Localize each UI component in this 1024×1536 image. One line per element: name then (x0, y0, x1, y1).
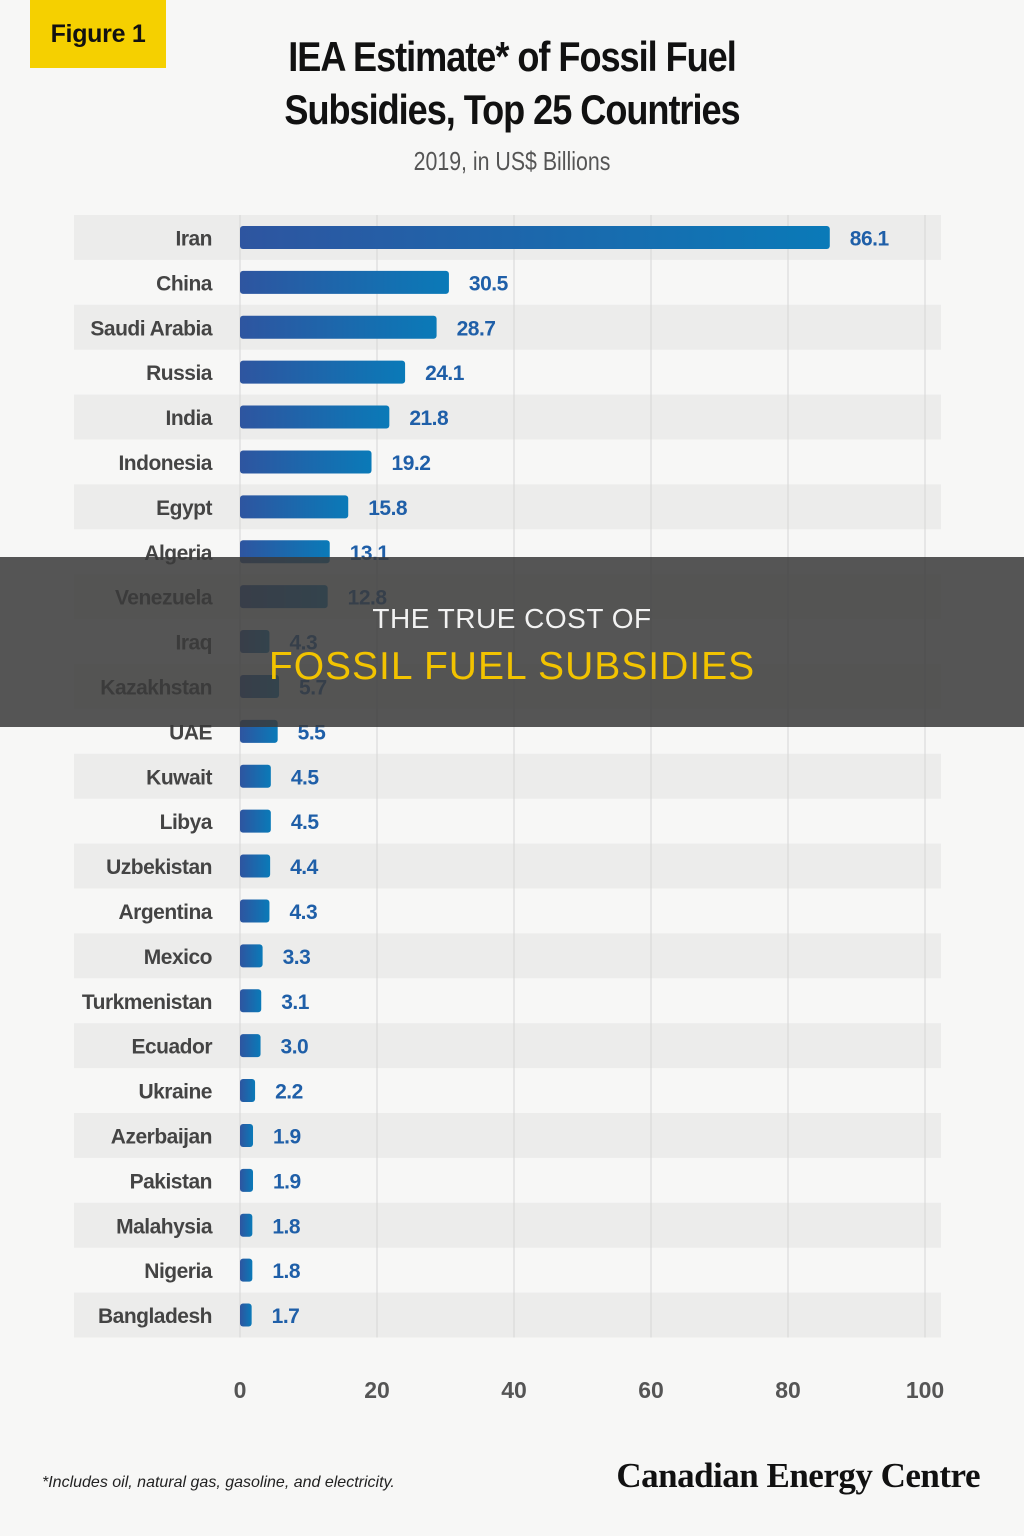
row-stripe (74, 394, 941, 440)
footnote: *Includes oil, natural gas, gasoline, an… (42, 1474, 395, 1491)
value-label: 3.0 (281, 1036, 309, 1059)
value-label: 28.7 (457, 317, 496, 340)
bar (240, 1123, 254, 1147)
category-label: Bangladesh (98, 1305, 212, 1328)
brand-logo: Canadian Energy Centre (616, 1456, 980, 1495)
row-stripe (74, 843, 941, 889)
value-label: 30.5 (469, 272, 509, 295)
bar (240, 1303, 252, 1327)
category-label: Indonesia (118, 452, 212, 475)
category-label: Nigeria (144, 1260, 213, 1283)
value-label: 4.5 (291, 766, 320, 789)
bar (240, 854, 271, 878)
category-label: Egypt (156, 497, 212, 520)
x-tick-label: 80 (775, 1377, 801, 1403)
value-label: 24.1 (425, 362, 465, 385)
figure-badge: Figure 1 (30, 0, 166, 68)
bar (240, 225, 830, 249)
category-label: Pakistan (130, 1170, 212, 1193)
category-label: Ecuador (131, 1036, 212, 1059)
category-label: India (165, 407, 212, 430)
banner-line2: FOSSIL FUEL SUBSIDIES (268, 645, 756, 688)
category-label: Libya (160, 811, 213, 834)
category-label: Azerbaijan (111, 1125, 212, 1148)
row-stripe (74, 933, 941, 979)
value-label: 1.8 (272, 1215, 301, 1238)
chart-title: IEA Estimate* of Fossil Fuel Subsidies, … (72, 30, 953, 136)
value-label: 1.8 (272, 1260, 301, 1283)
chart-title-line1: IEA Estimate* of Fossil Fuel (288, 33, 736, 80)
bar (240, 315, 437, 339)
value-label: 3.3 (283, 946, 311, 969)
x-tick-label: 100 (906, 1377, 944, 1403)
value-label: 1.7 (272, 1305, 300, 1328)
bar (240, 809, 271, 833)
bar (240, 450, 372, 474)
bar (240, 1034, 261, 1058)
value-label: 19.2 (392, 452, 431, 475)
value-label: 86.1 (850, 227, 890, 250)
value-label: 4.5 (291, 811, 320, 834)
value-label: 5.5 (298, 721, 327, 744)
category-label: Saudi Arabia (90, 317, 212, 340)
category-label: Malahysia (116, 1215, 213, 1238)
bar (240, 944, 263, 968)
chart-subtitle: 2019, in US$ Billions (413, 146, 611, 176)
title-banner (0, 557, 1024, 727)
bar (240, 764, 271, 788)
category-label: Argentina (118, 901, 212, 924)
category-label: Mexico (144, 946, 212, 969)
bar (240, 1168, 254, 1192)
row-stripe (74, 1202, 941, 1248)
value-label: 3.1 (281, 991, 310, 1014)
value-label: 15.8 (368, 497, 408, 520)
bar (240, 360, 406, 384)
category-label: Russia (146, 362, 213, 385)
bar (240, 989, 262, 1013)
row-stripe (74, 304, 941, 350)
x-tick-label: 40 (501, 1377, 527, 1403)
bar (240, 405, 390, 429)
gridlines (239, 215, 926, 1338)
category-label: China (156, 272, 213, 295)
banner-line1: THE TRUE COST OF (372, 603, 652, 634)
category-label: Uzbekistan (106, 856, 212, 879)
category-label: Ukraine (138, 1081, 212, 1104)
bar (240, 1079, 256, 1103)
value-label: 4.4 (290, 856, 319, 879)
row-stripe (74, 484, 941, 530)
x-tick-label: 20 (364, 1377, 390, 1403)
x-tick-label: 0 (234, 1377, 247, 1403)
row-stripe (74, 1292, 941, 1338)
x-tick-label: 60 (638, 1377, 664, 1403)
value-label: 4.3 (289, 901, 317, 924)
figure-badge-label: Figure 1 (50, 19, 146, 48)
category-label: UAE (169, 721, 212, 744)
value-label: 2.2 (275, 1081, 303, 1104)
value-label: 21.8 (409, 407, 449, 430)
row-stripe (74, 753, 941, 799)
value-label: 1.9 (273, 1170, 301, 1193)
bar (240, 1258, 253, 1282)
category-label: Kuwait (146, 766, 212, 789)
category-label: Turkmenistan (82, 991, 212, 1014)
x-axis-ticks: 0 20 40 60 80 100 (234, 1377, 945, 1403)
bar (240, 899, 270, 923)
bar (240, 1213, 253, 1237)
row-stripe (74, 1113, 941, 1158)
chart-title-line2: Subsidies, Top 25 Countries (284, 86, 740, 133)
category-label: Iran (175, 227, 212, 250)
value-label: 1.9 (273, 1125, 301, 1148)
bar (240, 495, 349, 519)
row-stripe (74, 1023, 941, 1069)
bar (240, 270, 449, 294)
